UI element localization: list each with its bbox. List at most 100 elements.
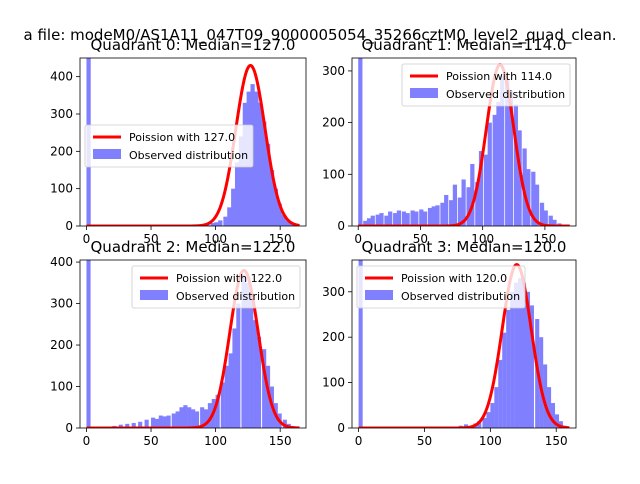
x-tick-label: 150	[269, 232, 292, 246]
x-tick-label: 150	[545, 434, 568, 448]
histogram-bar	[215, 394, 220, 428]
histogram-bar	[482, 418, 487, 428]
panel-title: Quadrant 2: Median=122.0	[91, 238, 296, 256]
histogram-bar	[449, 200, 454, 226]
histogram-bar	[547, 387, 552, 428]
legend-hist-label: Observed distribution	[176, 290, 295, 303]
histogram-bar	[154, 418, 160, 428]
histogram-bar	[86, 260, 91, 428]
histogram-bar	[269, 170, 275, 226]
panel-quadrant-3: 0 50 100 150 0 100 200 300 Quadrant 3: Median=12…	[322, 238, 577, 448]
histogram-bar	[183, 405, 188, 428]
legend: Poission with 114.0 Observed distribution	[401, 63, 571, 107]
histogram-bar	[220, 382, 225, 428]
histogram-bar	[496, 101, 501, 226]
histogram-bar	[401, 211, 407, 226]
histogram-bar	[200, 407, 205, 428]
histogram-bar	[187, 407, 192, 428]
histogram-bar	[552, 219, 557, 226]
histogram-bar	[236, 303, 241, 428]
poisson-fit-line	[357, 63, 571, 226]
histogram-bar	[144, 419, 149, 428]
panel-title: Quadrant 1: Median=114.0	[362, 36, 567, 54]
histogram-bar	[466, 187, 471, 226]
axes-frame	[79, 259, 307, 429]
y-tick-label: 300	[322, 285, 345, 299]
histogram-bar	[253, 320, 258, 428]
histogram-bar	[529, 305, 534, 428]
histogram-bar	[427, 207, 433, 226]
histogram-bar	[379, 213, 384, 226]
histogram-bar	[158, 415, 163, 428]
histogram-bar	[281, 214, 286, 226]
histogram-bar	[214, 222, 219, 226]
histogram-bar	[151, 417, 156, 428]
x-tick-label: 50	[413, 232, 428, 246]
legend: Poission with 127.0 Observed distribution	[84, 124, 254, 168]
histogram-bar	[218, 220, 223, 226]
legend-box	[401, 63, 571, 107]
y-tick-label: 300	[50, 107, 73, 121]
y-tick-label: 300	[50, 297, 73, 311]
legend-hist-label: Observed distribution	[446, 88, 565, 101]
figure-title: a file: modeM0/AS1A11_047T09_9000005054_…	[24, 26, 617, 45]
histogram-bar	[494, 387, 499, 428]
histogram-bar	[410, 210, 415, 226]
y-tick-label: 0	[65, 421, 73, 435]
histogram-bar	[440, 202, 445, 226]
histogram-bar	[490, 403, 495, 428]
y-tick-label: 200	[50, 338, 73, 352]
histogram-bar	[210, 223, 215, 226]
legend-fit-label: Poission with 120.0	[401, 272, 507, 285]
histogram-bar	[492, 114, 497, 226]
histogram-bar	[422, 211, 428, 226]
legend-fit-label: Poission with 122.0	[176, 272, 282, 285]
histogram-bar	[388, 211, 393, 226]
histogram-bar	[258, 102, 263, 226]
histogram-bar	[363, 220, 368, 226]
histogram-bar	[241, 274, 246, 428]
panel-title: Quadrant 3: Median=120.0	[362, 238, 567, 256]
panel-quadrant-2: 0 50 100 150 0 100 200 300 400 Quadrant 2: Median…	[50, 238, 307, 448]
histogram-bar	[444, 194, 449, 226]
histogram-bar	[505, 78, 510, 226]
legend-hist-swatch	[140, 290, 168, 300]
histogram-bar	[262, 121, 267, 226]
histogram-bar	[461, 179, 466, 226]
x-tick-label: 0	[83, 434, 91, 448]
histogram-bar	[550, 403, 556, 428]
histogram-bar	[419, 209, 424, 226]
histogram-bar	[131, 423, 136, 428]
y-tick-label: 100	[50, 182, 73, 196]
x-tick-label: 150	[533, 232, 556, 246]
histogram-bar	[273, 188, 278, 226]
histogram-bar	[358, 260, 363, 428]
histogram-bar	[543, 364, 548, 428]
y-tick-label: 0	[65, 219, 73, 233]
y-tick-label: 0	[337, 421, 345, 435]
histogram-bar	[526, 169, 531, 226]
histogram-bar	[475, 182, 480, 226]
histogram-bar	[166, 415, 171, 428]
histogram-bar	[531, 171, 536, 226]
x-tick-label: 50	[143, 434, 158, 448]
x-tick-label: 50	[143, 232, 158, 246]
histogram-bar	[249, 299, 254, 428]
histogram-bar	[396, 210, 402, 226]
legend-box	[84, 124, 254, 168]
y-tick-label: 400	[50, 255, 73, 269]
histogram-bar	[521, 282, 527, 428]
histogram-bar	[486, 412, 491, 428]
histogram-bar	[179, 407, 184, 428]
histogram-bar	[498, 359, 503, 428]
histogram-bar	[223, 216, 228, 226]
histogram-bar	[245, 282, 250, 428]
legend-hist-swatch	[93, 149, 121, 159]
histogram-bar	[517, 130, 522, 226]
histogram-bar	[525, 291, 531, 428]
histogram-bar	[502, 332, 507, 428]
histogram-bar	[203, 409, 209, 428]
histogram-bar	[510, 291, 515, 428]
histogram-bar	[262, 349, 267, 428]
